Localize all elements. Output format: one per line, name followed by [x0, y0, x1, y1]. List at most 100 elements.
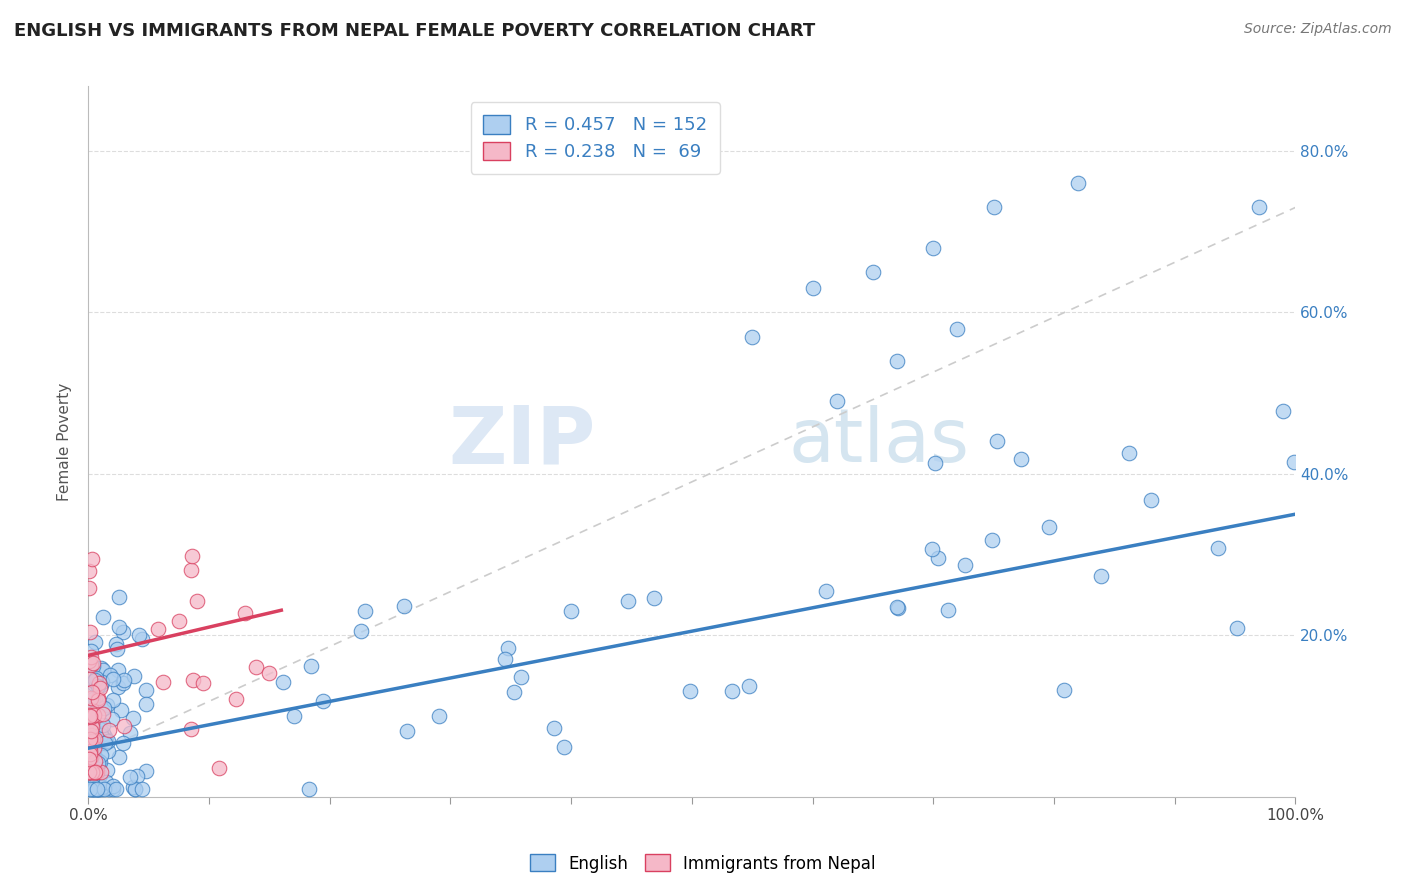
Point — [617, 594, 640, 608]
Point — [1272, 404, 1295, 418]
Point — [96, 763, 118, 777]
Point — [93, 731, 115, 746]
Point — [83, 741, 105, 756]
Point — [86, 730, 108, 744]
Point — [82, 741, 104, 756]
Point — [257, 666, 280, 681]
Point — [311, 694, 333, 708]
Point — [87, 781, 110, 796]
Point — [104, 781, 127, 796]
Point — [815, 583, 838, 598]
Point — [986, 434, 1008, 449]
Point — [135, 697, 157, 711]
Point — [82, 765, 104, 780]
Point — [89, 756, 111, 770]
Point — [1226, 621, 1249, 635]
Point — [80, 765, 103, 780]
Point — [79, 657, 101, 672]
Point — [128, 627, 150, 641]
Point — [77, 654, 100, 668]
Point — [97, 744, 120, 758]
Point — [91, 730, 114, 744]
Point — [208, 761, 231, 775]
Text: ENGLISH VS IMMIGRANTS FROM NEPAL FEMALE POVERTY CORRELATION CHART: ENGLISH VS IMMIGRANTS FROM NEPAL FEMALE … — [14, 22, 815, 40]
Point — [77, 765, 100, 780]
Point — [82, 691, 104, 706]
Point — [77, 781, 100, 796]
Text: atlas: atlas — [789, 405, 969, 478]
Point — [122, 668, 145, 682]
Point — [90, 781, 112, 796]
Point — [77, 707, 100, 722]
Point — [82, 656, 104, 670]
Point — [91, 663, 114, 677]
Point — [89, 736, 111, 750]
Point — [245, 660, 267, 674]
Y-axis label: Female Poverty: Female Poverty — [58, 383, 72, 500]
Point — [79, 738, 101, 752]
Point — [77, 564, 100, 578]
Point — [107, 663, 129, 677]
Point — [125, 769, 148, 783]
Point — [84, 781, 107, 796]
Point — [80, 690, 103, 705]
Point — [83, 691, 105, 706]
Point — [350, 624, 373, 639]
Point — [93, 718, 115, 732]
Point — [111, 624, 134, 639]
Legend: English, Immigrants from Nepal: English, Immigrants from Nepal — [523, 847, 883, 880]
Point — [1010, 451, 1032, 466]
Point — [82, 781, 104, 796]
Point — [560, 603, 582, 617]
Point — [118, 770, 141, 784]
Point — [83, 708, 105, 723]
Point — [131, 781, 153, 796]
Point — [887, 601, 910, 615]
Point — [886, 600, 908, 615]
Point — [738, 679, 761, 693]
Point — [86, 693, 108, 707]
Point — [83, 730, 105, 744]
Point — [921, 541, 943, 556]
Point — [89, 768, 111, 782]
Point — [936, 603, 959, 617]
Point — [112, 719, 135, 733]
Point — [118, 725, 141, 739]
Point — [112, 673, 135, 687]
Point — [77, 752, 100, 766]
Point — [77, 581, 100, 595]
Point — [283, 708, 305, 723]
Point — [299, 658, 322, 673]
Point — [84, 671, 107, 685]
Point — [886, 353, 908, 368]
Point — [87, 781, 110, 796]
Point — [86, 765, 108, 780]
Point — [107, 680, 129, 694]
Point — [80, 552, 103, 566]
Point — [1139, 492, 1161, 507]
Point — [124, 781, 146, 796]
Point — [79, 731, 101, 746]
Point — [97, 733, 120, 747]
Point — [298, 781, 321, 796]
Point — [84, 673, 107, 688]
Point — [111, 676, 134, 690]
Point — [82, 779, 104, 793]
Point — [94, 775, 117, 789]
Point — [79, 747, 101, 761]
Point — [97, 781, 120, 796]
Point — [107, 749, 129, 764]
Point — [79, 731, 101, 746]
Point — [494, 652, 516, 666]
Point — [82, 781, 104, 796]
Point — [90, 678, 112, 692]
Point — [1206, 541, 1229, 555]
Point — [111, 736, 134, 750]
Point — [93, 781, 115, 796]
Point — [721, 684, 744, 698]
Point — [82, 764, 104, 779]
Point — [98, 723, 121, 737]
Point — [953, 558, 976, 572]
Point — [94, 730, 117, 744]
Point — [86, 679, 108, 693]
